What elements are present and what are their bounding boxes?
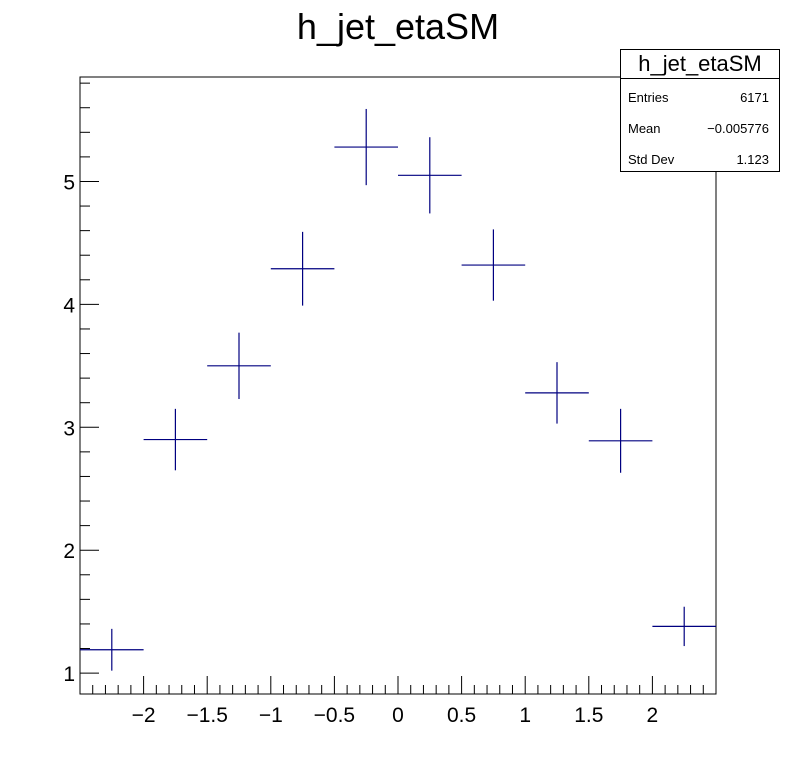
mean-value: −0.005776 bbox=[707, 121, 769, 136]
y-tick-label: 2 bbox=[63, 540, 75, 563]
y-tick-label: 4 bbox=[63, 294, 75, 317]
x-tick-label: 1.5 bbox=[574, 704, 603, 727]
stddev-label: Std Dev bbox=[628, 152, 675, 167]
y-axis-ticks bbox=[80, 82, 99, 674]
y-axis-tick-labels: 1 2 3 4 5 bbox=[63, 171, 75, 686]
data-point bbox=[525, 362, 589, 424]
data-point bbox=[652, 606, 716, 647]
data-points bbox=[80, 108, 716, 671]
x-axis-ticks bbox=[79, 676, 717, 694]
x-tick-label: 2 bbox=[647, 704, 659, 727]
data-point bbox=[143, 408, 208, 471]
mean-label: Mean bbox=[628, 121, 661, 136]
data-point bbox=[334, 108, 398, 186]
data-point bbox=[80, 628, 144, 671]
chart-title: h_jet_etaSM bbox=[296, 6, 500, 47]
stats-box: h_jet_etaSM Entries 6171 Mean −0.005776 … bbox=[620, 49, 780, 172]
stats-title: h_jet_etaSM bbox=[621, 50, 779, 79]
stats-row-mean: Mean −0.005776 bbox=[628, 121, 769, 141]
data-point bbox=[461, 229, 526, 301]
x-tick-label: −1.5 bbox=[186, 704, 227, 727]
data-point bbox=[207, 332, 271, 400]
x-tick-label: 1 bbox=[519, 704, 531, 727]
stats-row-entries: Entries 6171 bbox=[628, 90, 769, 110]
data-point bbox=[588, 408, 653, 473]
x-tick-label: 0.5 bbox=[447, 704, 476, 727]
x-tick-label: 0 bbox=[392, 704, 404, 727]
x-tick-label: −1 bbox=[259, 704, 283, 727]
data-point bbox=[398, 137, 462, 214]
stddev-value: 1.123 bbox=[736, 152, 769, 167]
y-tick-label: 3 bbox=[63, 417, 75, 440]
entries-label: Entries bbox=[628, 90, 669, 105]
x-tick-label: −2 bbox=[132, 704, 156, 727]
data-point bbox=[270, 231, 335, 306]
y-tick-label: 1 bbox=[63, 663, 75, 686]
y-tick-label: 5 bbox=[63, 171, 75, 194]
stats-row-stddev: Std Dev 1.123 bbox=[628, 152, 769, 172]
x-tick-label: −0.5 bbox=[314, 704, 355, 727]
entries-value: 6171 bbox=[740, 90, 769, 105]
x-axis-tick-labels: −2 −1.5 −1 −0.5 0 0.5 1 1.5 2 bbox=[132, 704, 659, 727]
